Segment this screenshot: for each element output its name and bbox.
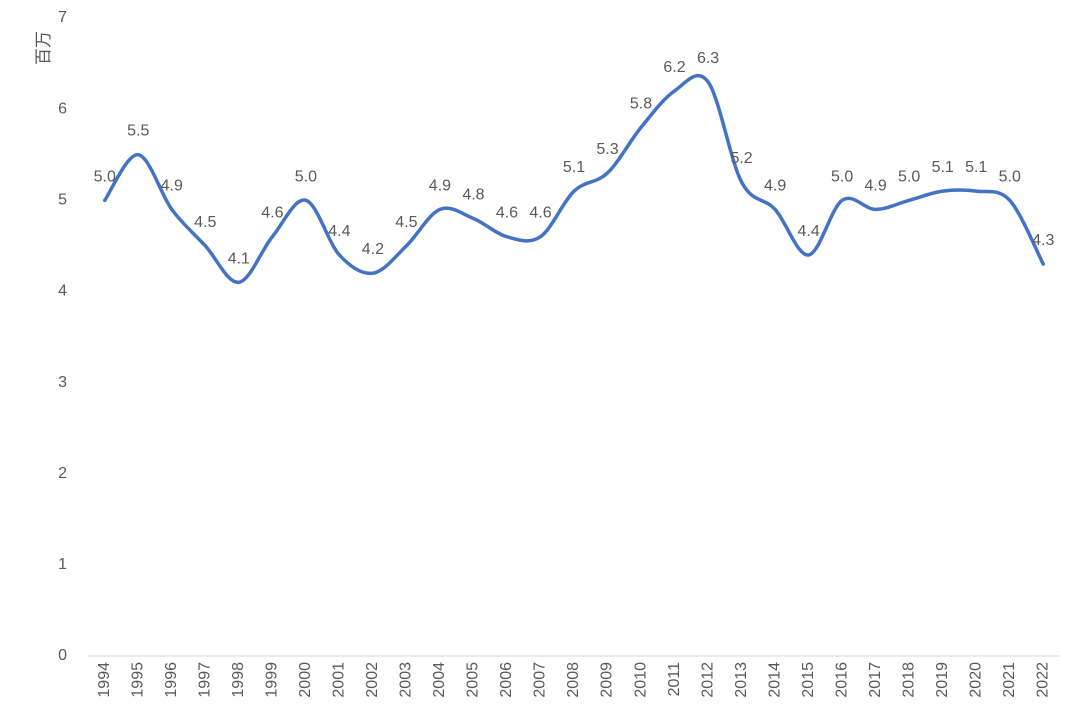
data-label: 6.2	[663, 59, 685, 76]
data-label: 4.5	[395, 214, 417, 231]
x-tick-label: 2011	[666, 662, 683, 697]
data-label: 4.1	[228, 250, 250, 267]
data-label: 5.0	[94, 168, 116, 185]
x-tick-label: 2010	[632, 662, 649, 698]
data-label: 5.3	[596, 141, 618, 158]
y-tick-label: 4	[58, 283, 67, 300]
x-tick-label: 2015	[800, 662, 817, 698]
x-tick-label: 2017	[867, 662, 884, 698]
y-tick-label: 1	[58, 556, 67, 573]
data-label: 5.0	[999, 168, 1021, 185]
x-tick-label: 2001	[331, 662, 348, 698]
x-tick-label: 2002	[364, 662, 381, 698]
x-axis-ticks: 1994 1995 1996 1997 1998 1999 2000 2001 2002 2003…	[96, 662, 1051, 698]
x-tick-label: 2020	[967, 662, 984, 698]
data-label: 4.9	[161, 177, 183, 194]
data-label: 5.5	[127, 123, 149, 140]
data-label: 5.8	[630, 95, 652, 112]
y-tick-label: 6	[58, 100, 67, 117]
x-tick-label: 2009	[599, 662, 616, 698]
x-tick-label: 2018	[900, 662, 917, 698]
x-tick-label: 1997	[197, 662, 214, 698]
x-tick-label: 2013	[733, 662, 750, 698]
series-line	[103, 74, 1045, 285]
x-tick-label: 2004	[431, 662, 448, 698]
data-label: 4.4	[328, 223, 350, 240]
data-label: 6.3	[697, 50, 719, 67]
y-tick-label: 2	[58, 465, 67, 482]
x-tick-label: 2000	[297, 662, 314, 698]
data-label: 4.4	[797, 223, 819, 240]
data-label: 5.0	[831, 168, 853, 185]
y-tick-label: 0	[58, 647, 67, 664]
data-label: 4.9	[764, 177, 786, 194]
x-tick-label: 2019	[934, 662, 951, 698]
data-label: 4.8	[462, 187, 484, 204]
x-tick-label: 1994	[96, 662, 113, 698]
data-label: 5.0	[295, 168, 317, 185]
data-label: 5.1	[965, 159, 987, 176]
x-tick-label: 2008	[565, 662, 582, 698]
y-tick-label: 3	[58, 374, 67, 391]
x-tick-label: 2014	[766, 662, 783, 698]
data-label: 4.6	[496, 205, 518, 222]
x-tick-label: 1996	[163, 662, 180, 698]
data-label: 4.9	[429, 177, 451, 194]
x-tick-label: 1999	[264, 662, 281, 698]
data-labels: 5.0 5.5 4.9 4.5 4.1 4.6 5.0 4.4 4.2 4.5 4.9 4.8 4.6 4…	[94, 50, 1055, 268]
data-label: 4.2	[362, 241, 384, 258]
data-label: 4.6	[529, 205, 551, 222]
x-tick-label: 2012	[699, 662, 716, 698]
data-label: 4.9	[865, 177, 887, 194]
y-axis-ticks: 0 1 2 3 4 5 6 7	[58, 9, 67, 664]
data-label: 4.3	[1032, 232, 1054, 249]
data-label: 5.1	[563, 159, 585, 176]
x-tick-label: 2016	[833, 662, 850, 698]
x-tick-label: 2021	[1001, 662, 1018, 698]
x-tick-label: 2007	[532, 662, 549, 698]
x-tick-label: 2003	[398, 662, 415, 698]
data-label: 5.1	[932, 159, 954, 176]
y-axis-unit-label: 百万	[34, 31, 54, 65]
x-tick-label: 1995	[129, 662, 146, 698]
data-label: 5.2	[730, 150, 752, 167]
x-tick-label: 1998	[230, 662, 247, 698]
data-label: 5.0	[898, 168, 920, 185]
x-tick-label: 2006	[498, 662, 515, 698]
y-tick-label: 5	[58, 192, 67, 209]
data-label: 4.5	[194, 214, 216, 231]
y-tick-label: 7	[58, 9, 67, 26]
x-tick-label: 2022	[1034, 662, 1051, 698]
x-tick-label: 2005	[465, 662, 482, 698]
data-label: 4.6	[261, 205, 283, 222]
